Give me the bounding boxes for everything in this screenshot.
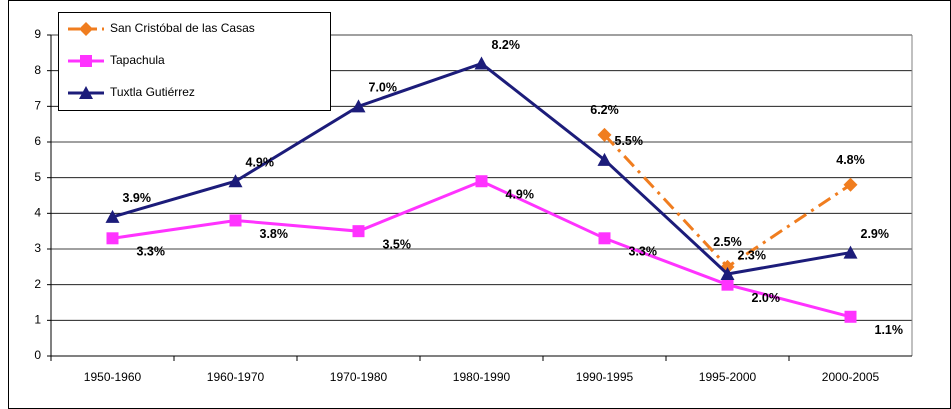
value-label: 4.8% — [836, 153, 865, 167]
value-label: 2.0% — [752, 291, 781, 305]
x-tick-label: 1990-1995 — [576, 370, 634, 384]
marker — [720, 266, 735, 280]
x-tick-label: 1995-2000 — [699, 370, 757, 384]
y-tick-label: 2 — [34, 277, 41, 291]
marker — [843, 177, 858, 192]
y-tick-label: 4 — [34, 206, 41, 220]
y-tick-label: 7 — [34, 99, 41, 113]
marker — [597, 127, 612, 142]
value-label: 7.0% — [369, 81, 398, 95]
marker — [597, 152, 612, 166]
y-tick-label: 8 — [34, 63, 41, 77]
marker — [721, 278, 734, 291]
x-tick-label: 1960-1970 — [207, 370, 265, 384]
value-label: 4.9% — [246, 156, 275, 170]
marker — [598, 232, 611, 245]
value-label: 4.9% — [506, 188, 535, 202]
x-tick-label: 2000-2005 — [822, 370, 880, 384]
legend-label: Tuxtla Gutiérrez — [110, 85, 195, 99]
legend: San Cristóbal de las Casas Tapachula Tuxtl… — [58, 12, 331, 111]
x-tick-label: 1970-1980 — [330, 370, 388, 384]
value-label: 2.3% — [738, 248, 767, 262]
y-tick-label: 5 — [34, 170, 41, 184]
marker — [106, 232, 119, 245]
y-tick-label: 6 — [34, 134, 41, 148]
marker — [80, 55, 92, 67]
marker — [105, 209, 120, 223]
value-label: 5.5% — [615, 134, 644, 148]
y-tick-label: 3 — [34, 241, 41, 255]
value-label: 3.8% — [260, 227, 289, 241]
marker — [79, 22, 93, 36]
value-label: 3.3% — [137, 245, 166, 259]
value-label: 3.3% — [629, 245, 658, 259]
x-tick-label: 1980-1990 — [453, 370, 511, 384]
marker — [229, 214, 242, 227]
marker — [352, 225, 365, 238]
marker — [79, 86, 93, 99]
value-label: 1.1% — [875, 323, 904, 337]
y-tick-label: 0 — [34, 348, 41, 362]
marker — [474, 56, 489, 70]
value-label: 2.9% — [861, 227, 890, 241]
marker — [843, 245, 858, 259]
marker — [844, 310, 857, 323]
value-label: 6.2% — [590, 103, 619, 117]
marker — [475, 175, 488, 188]
legend-label: Tapachula — [110, 53, 165, 67]
x-tick-label: 1950-1960 — [84, 370, 142, 384]
marker — [351, 99, 366, 113]
legend-label: San Cristóbal de las Casas — [110, 21, 255, 35]
marker — [228, 174, 243, 188]
value-label: 3.5% — [383, 237, 412, 251]
y-tick-label: 9 — [34, 27, 41, 41]
y-tick-label: 1 — [34, 313, 41, 327]
value-label: 8.2% — [492, 38, 521, 52]
value-label: 2.5% — [713, 235, 742, 249]
value-label: 3.9% — [123, 191, 152, 205]
